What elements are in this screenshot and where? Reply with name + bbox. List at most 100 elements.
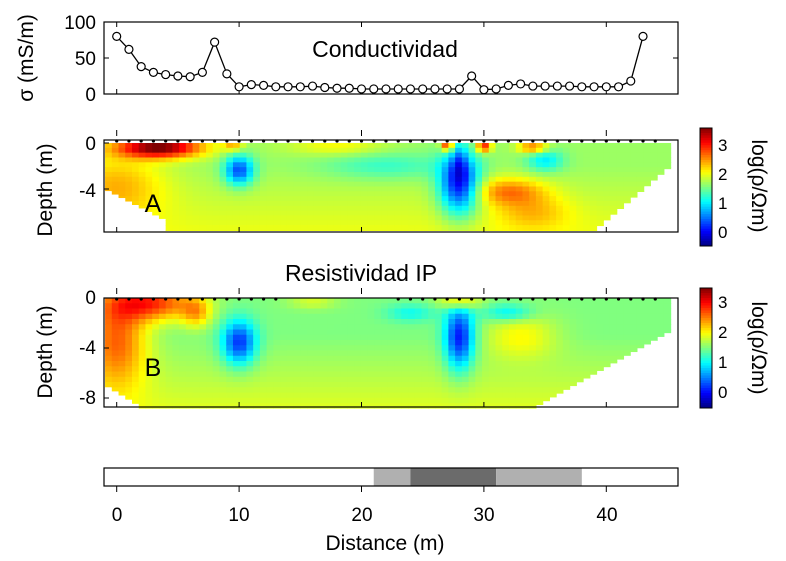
heatmap-cell (259, 152, 268, 159)
heatmap-cell (192, 167, 200, 173)
heatmap-cell (630, 157, 638, 163)
heatmap-cell (286, 186, 295, 192)
heatmap-cell (428, 308, 436, 315)
heatmap-cell (145, 210, 153, 212)
heatmap-cell (562, 371, 571, 378)
heatmap-cell (589, 303, 598, 310)
heatmap-cell (320, 215, 328, 221)
heatmap-cell (212, 308, 221, 315)
heatmap-cell (111, 366, 120, 373)
heatmap-cell (273, 229, 281, 231)
heatmap-cell (192, 340, 200, 346)
heatmap-cell (515, 298, 524, 304)
heatmap-cell (414, 176, 423, 183)
heatmap-cell (360, 210, 369, 217)
heatmap-cell (354, 366, 362, 373)
heatmap-cell (145, 392, 153, 399)
heatmap-cell (253, 147, 261, 154)
heatmap-cell (502, 171, 510, 178)
heatmap-cell (340, 329, 349, 336)
heatmap-cell (259, 186, 268, 192)
heatmap-cell (293, 229, 301, 231)
heatmap-cell (603, 186, 611, 192)
heatmap-cell (132, 171, 140, 178)
heatmap-cell (158, 167, 167, 173)
heatmap-cell (535, 371, 544, 378)
heatmap-cell (441, 147, 449, 154)
heatmap-cell (596, 186, 604, 192)
heatmap-cell (354, 186, 362, 192)
heatmap-cell (387, 303, 396, 310)
heatmap-cell (387, 143, 396, 149)
heatmap-cell (549, 319, 557, 325)
heatmap-cell (535, 340, 544, 346)
heatmap-cell (650, 303, 658, 310)
heatmap-cell (421, 361, 429, 367)
heatmap-cell (145, 324, 153, 331)
heatmap-cell (616, 345, 625, 352)
heatmap-cell (623, 313, 631, 320)
heatmap-cell (226, 397, 234, 404)
colorbar-swatch (700, 333, 712, 336)
heatmap-cell (421, 382, 429, 388)
heatmap-cell (253, 215, 261, 221)
heatmap-cell (286, 147, 295, 154)
heatmap-cell (556, 225, 564, 231)
heatmap-cell (219, 345, 227, 352)
heatmap-cell (232, 392, 241, 399)
heatmap-cell (206, 186, 214, 192)
heatmap-cell (408, 210, 416, 217)
heatmap-cell (333, 186, 342, 192)
heatmap-cell (502, 220, 510, 226)
colorbar-swatch (700, 335, 712, 339)
heatmap-cell (549, 196, 557, 202)
heatmap-cell (219, 392, 227, 399)
heatmap-cell (239, 225, 248, 231)
heatmap-cell (475, 171, 483, 178)
heatmap-cell (441, 382, 449, 388)
heatmap-cell (354, 171, 362, 178)
heatmap-cell (589, 181, 598, 188)
heatmap-cell (488, 196, 497, 202)
heatmap-cell (596, 345, 604, 352)
conductivity-point (626, 76, 636, 86)
heatmap-cell (172, 205, 180, 212)
colorbar-b-label: log(ρ/Ωm) (747, 302, 770, 395)
heatmap-cell (300, 392, 308, 399)
heatmap-cell (232, 181, 241, 188)
heatmap-cell (603, 340, 611, 346)
heatmap-cell (448, 308, 456, 315)
colorbar-swatch (700, 323, 712, 326)
heatmap-cell (239, 162, 248, 168)
colorbar-swatch (700, 243, 712, 247)
heatmap-cell (502, 196, 510, 202)
heatmap-cell (468, 387, 476, 394)
heatmap-cell (307, 229, 315, 231)
heatmap-cell (138, 319, 147, 325)
heatmap-cell (347, 329, 355, 336)
heatmap-cell (125, 181, 133, 188)
heatmap-cell (461, 196, 470, 202)
heatmap-cell (455, 361, 463, 367)
heatmap-cell (569, 176, 577, 183)
heatmap-cell (320, 171, 328, 178)
heatmap-cell (434, 329, 443, 336)
heatmap-cell (333, 403, 342, 409)
heatmap-cell (354, 205, 362, 212)
heatmap-cell (448, 345, 456, 352)
heatmap-cell (663, 152, 672, 159)
heatmap-cell (307, 397, 315, 404)
heatmap-cell (165, 210, 173, 217)
heatmap-cell (105, 319, 113, 325)
heatmap-cell (273, 340, 281, 346)
heatmap-cell (145, 152, 153, 159)
heatmap-cell (381, 371, 389, 378)
heatmap-cell (185, 220, 194, 226)
heatmap-cell (226, 345, 234, 352)
heatmap-cell (179, 324, 187, 331)
heatmap-cell (434, 210, 443, 217)
heatmap-cell (273, 210, 281, 217)
heatmap-cell (266, 350, 274, 357)
heatmap-cell (522, 200, 530, 207)
heatmap-cell (434, 387, 443, 394)
